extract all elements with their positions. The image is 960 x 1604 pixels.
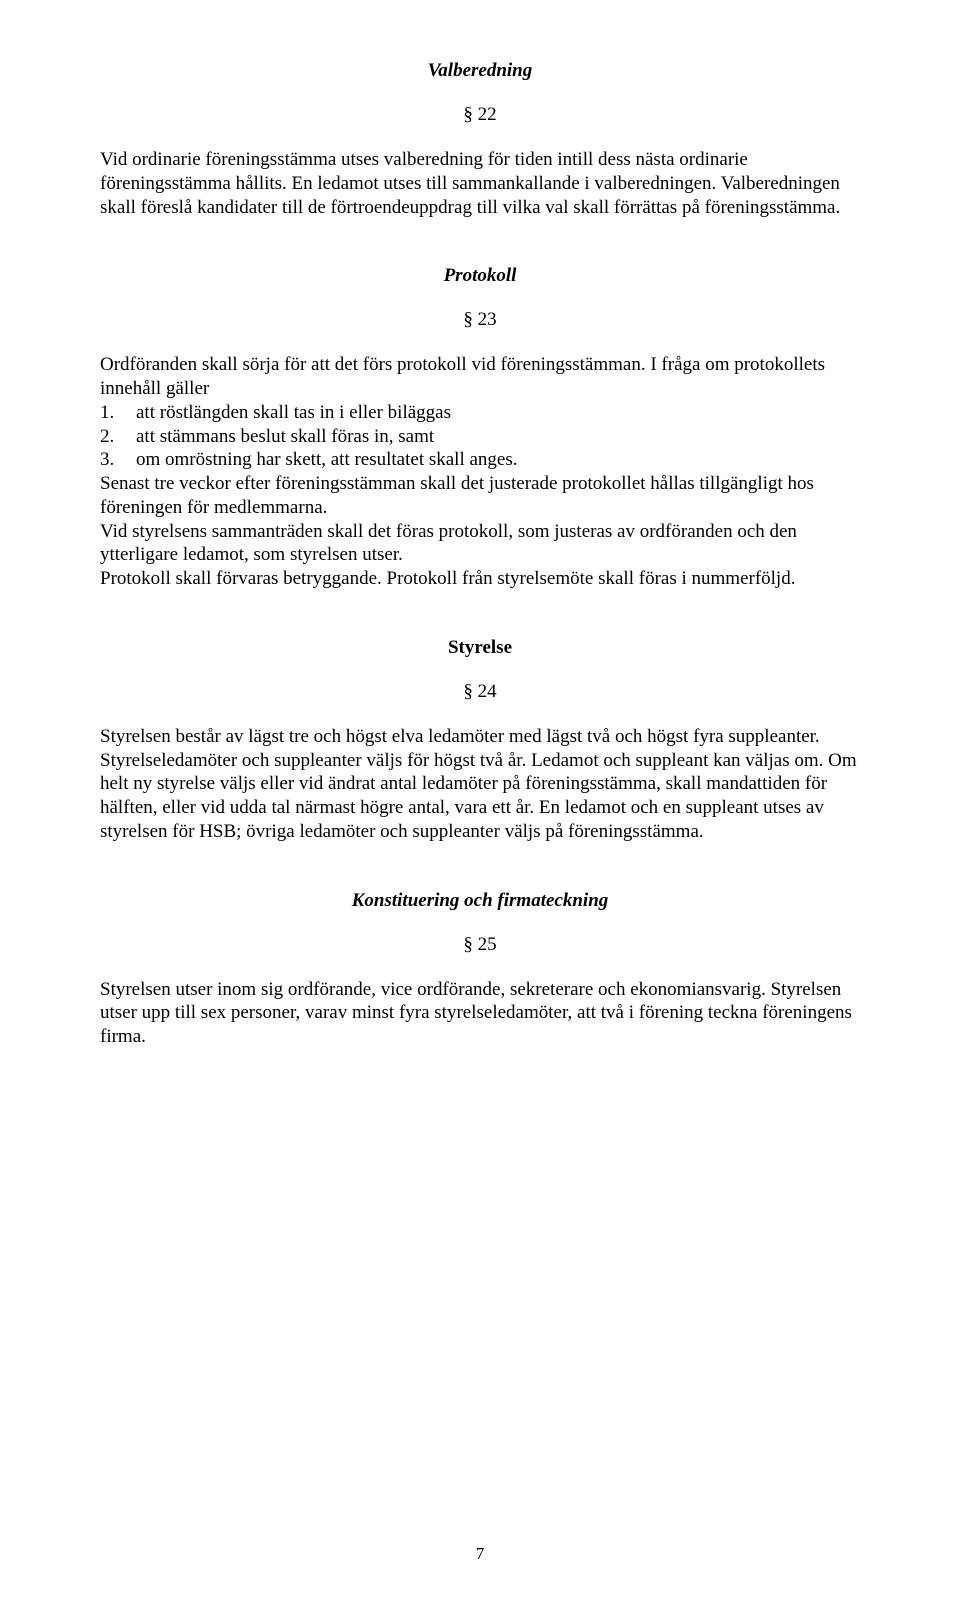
list-protokoll: 1. att röstlängden skall tas in i eller …: [100, 401, 860, 472]
heading-protokoll: Protokoll: [100, 265, 860, 287]
heading-styrelse: Styrelse: [100, 637, 860, 659]
list-item-text: att stämmans beslut skall föras in, samt: [136, 425, 434, 449]
list-item: 1. att röstlängden skall tas in i eller …: [100, 401, 860, 425]
list-item-num: 1.: [100, 401, 136, 425]
para-num-24: § 24: [100, 681, 860, 703]
list-item-num: 2.: [100, 425, 136, 449]
para-num-22: § 22: [100, 104, 860, 126]
text-valberedning: Vid ordinarie föreningsstämma utses valb…: [100, 148, 860, 219]
para-num-25: § 25: [100, 934, 860, 956]
text-protokoll-after: Senast tre veckor efter föreningsstämman…: [100, 472, 860, 591]
list-item-text: att röstlängden skall tas in i eller bil…: [136, 401, 451, 425]
heading-valberedning: Valberedning: [100, 60, 860, 82]
section-styrelse: Styrelse § 24 Styrelsen består av lägst …: [100, 637, 860, 844]
section-konstituering: Konstituering och firmateckning § 25 Sty…: [100, 890, 860, 1049]
list-item: 2. att stämmans beslut skall föras in, s…: [100, 425, 860, 449]
list-item-text: om omröstning har skett, att resultatet …: [136, 448, 518, 472]
text-konstituering: Styrelsen utser inom sig ordförande, vic…: [100, 978, 860, 1049]
text-protokoll-intro: Ordföranden skall sörja för att det förs…: [100, 353, 860, 401]
text-styrelse: Styrelsen består av lägst tre och högst …: [100, 725, 860, 844]
list-item-num: 3.: [100, 448, 136, 472]
page-number: 7: [0, 1544, 960, 1564]
heading-konstituering: Konstituering och firmateckning: [100, 890, 860, 912]
section-protokoll: Protokoll § 23 Ordföranden skall sörja f…: [100, 265, 860, 591]
section-valberedning: Valberedning § 22 Vid ordinarie förening…: [100, 60, 860, 219]
para-num-23: § 23: [100, 309, 860, 331]
list-item: 3. om omröstning har skett, att resultat…: [100, 448, 860, 472]
